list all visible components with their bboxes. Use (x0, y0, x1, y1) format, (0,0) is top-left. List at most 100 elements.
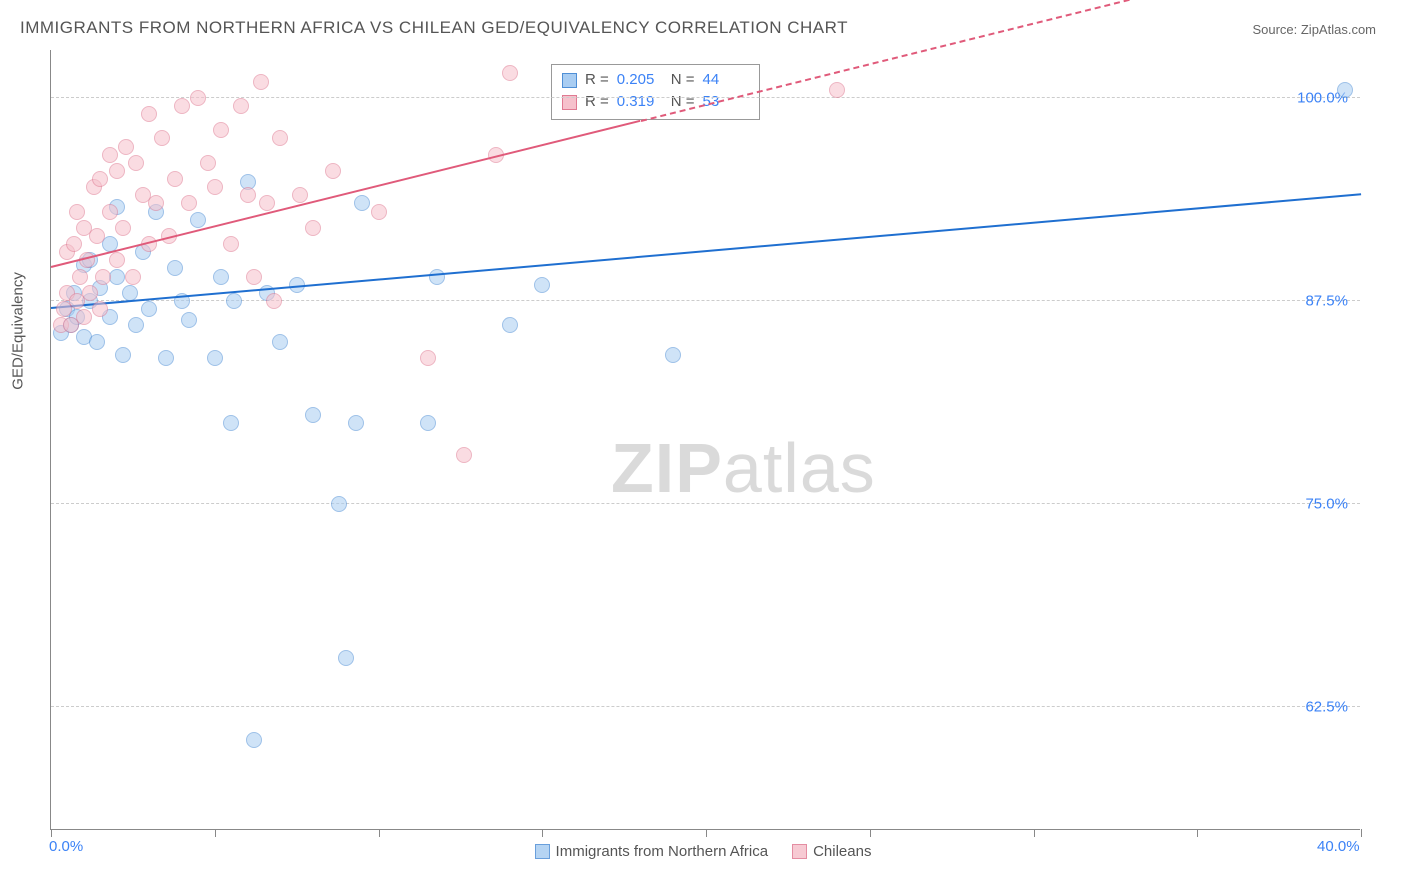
legend-label: Immigrants from Northern Africa (556, 843, 769, 860)
scatter-point (76, 309, 92, 325)
scatter-point (348, 415, 364, 431)
plot-area: ZIPatlas R =0.205N =44R =0.319N =53 62.5… (50, 50, 1360, 830)
y-tick-label: 62.5% (1305, 699, 1348, 716)
scatter-point (141, 106, 157, 122)
scatter-point (181, 195, 197, 211)
scatter-point (122, 285, 138, 301)
scatter-point (200, 155, 216, 171)
bottom-legend: Immigrants from Northern Africa Chileans (0, 843, 1406, 860)
scatter-point (66, 236, 82, 252)
chart-title: IMMIGRANTS FROM NORTHERN AFRICA VS CHILE… (20, 18, 848, 38)
y-tick-label: 75.0% (1305, 496, 1348, 513)
scatter-point (240, 187, 256, 203)
correlation-stats-box: R =0.205N =44R =0.319N =53 (551, 64, 760, 120)
stats-r-label: R = (585, 69, 609, 91)
x-tick (706, 829, 707, 837)
scatter-point (109, 163, 125, 179)
scatter-point (115, 347, 131, 363)
scatter-point (233, 98, 249, 114)
scatter-point (89, 334, 105, 350)
scatter-point (246, 732, 262, 748)
scatter-point (272, 334, 288, 350)
grid-line (51, 706, 1360, 707)
scatter-point (141, 301, 157, 317)
scatter-point (420, 415, 436, 431)
scatter-point (207, 179, 223, 195)
scatter-point (69, 204, 85, 220)
legend-item: Chileans (792, 843, 871, 860)
x-tick (870, 829, 871, 837)
scatter-point (331, 496, 347, 512)
x-tick (215, 829, 216, 837)
scatter-point (213, 269, 229, 285)
scatter-point (125, 269, 141, 285)
source-attribution: Source: ZipAtlas.com (1252, 22, 1376, 37)
scatter-point (456, 447, 472, 463)
scatter-point (246, 269, 262, 285)
scatter-point (82, 285, 98, 301)
scatter-point (92, 171, 108, 187)
scatter-point (502, 317, 518, 333)
scatter-point (154, 130, 170, 146)
trend-line (51, 193, 1361, 309)
scatter-point (167, 171, 183, 187)
scatter-point (102, 204, 118, 220)
scatter-point (167, 260, 183, 276)
scatter-point (207, 350, 223, 366)
scatter-point (665, 347, 681, 363)
legend-item: Immigrants from Northern Africa (535, 843, 769, 860)
x-tick (51, 829, 52, 837)
scatter-point (338, 650, 354, 666)
scatter-point (420, 350, 436, 366)
scatter-point (190, 212, 206, 228)
y-axis-title: GED/Equivalency (10, 272, 27, 390)
scatter-point (502, 65, 518, 81)
grid-line (51, 300, 1360, 301)
watermark: ZIPatlas (611, 428, 876, 508)
stats-row: R = 0.205 N = 44 (562, 69, 749, 91)
scatter-point (1337, 82, 1353, 98)
scatter-point (223, 415, 239, 431)
scatter-point (534, 277, 550, 293)
legend-swatch (535, 844, 550, 859)
stats-n-label: N = (671, 69, 695, 91)
scatter-point (325, 163, 341, 179)
scatter-point (354, 195, 370, 211)
scatter-point (226, 293, 242, 309)
scatter-point (92, 301, 108, 317)
stats-r-value: 0.205 (617, 69, 663, 91)
scatter-point (89, 228, 105, 244)
scatter-point (253, 74, 269, 90)
scatter-point (259, 195, 275, 211)
scatter-point (305, 407, 321, 423)
legend-swatch (792, 844, 807, 859)
scatter-point (128, 155, 144, 171)
scatter-point (128, 317, 144, 333)
legend-label: Chileans (813, 843, 871, 860)
stats-r-value: 0.319 (617, 91, 663, 113)
x-tick (1034, 829, 1035, 837)
scatter-point (266, 293, 282, 309)
watermark-light: atlas (723, 429, 876, 507)
scatter-point (429, 269, 445, 285)
scatter-point (95, 269, 111, 285)
y-tick-label: 87.5% (1305, 292, 1348, 309)
scatter-point (305, 220, 321, 236)
stats-r-label: R = (585, 91, 609, 113)
scatter-point (118, 139, 134, 155)
scatter-point (371, 204, 387, 220)
scatter-point (102, 147, 118, 163)
legend-swatch (562, 73, 577, 88)
x-tick (379, 829, 380, 837)
scatter-point (292, 187, 308, 203)
x-tick (542, 829, 543, 837)
scatter-point (115, 220, 131, 236)
scatter-point (109, 252, 125, 268)
x-tick (1197, 829, 1198, 837)
watermark-bold: ZIP (611, 429, 723, 507)
grid-line (51, 97, 1360, 98)
scatter-point (213, 122, 229, 138)
scatter-point (158, 350, 174, 366)
stats-n-value: 44 (703, 69, 749, 91)
x-tick (1361, 829, 1362, 837)
